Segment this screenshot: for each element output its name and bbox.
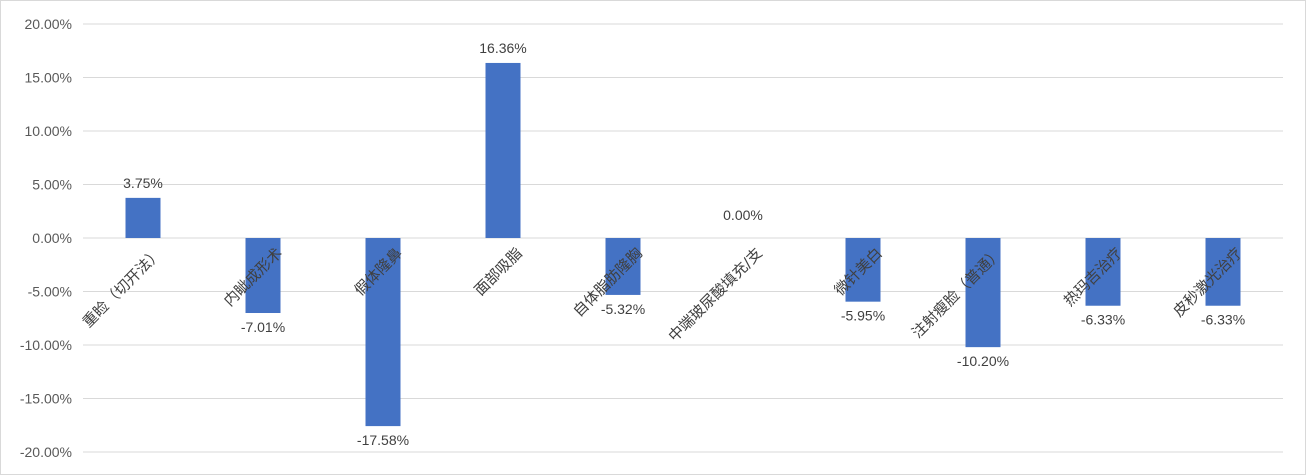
gridlines [83, 23, 1283, 453]
category-label: 重睑（切开法） [79, 244, 166, 331]
bar [605, 238, 641, 295]
y-tick-label: 0.00% [32, 230, 72, 246]
bar [1085, 238, 1121, 306]
category-label: 中端玻尿酸填充/支 [665, 244, 766, 345]
data-label: -6.33% [1201, 312, 1245, 328]
bar [245, 238, 281, 314]
y-tick-label: -15.00% [20, 391, 72, 407]
y-tick-label: 10.00% [25, 123, 72, 139]
bar [1205, 238, 1241, 306]
data-label: 3.75% [123, 175, 163, 191]
data-label: -5.32% [601, 301, 645, 317]
y-tick-label: -20.00% [20, 444, 72, 460]
y-tick-label: -5.00% [28, 284, 72, 300]
bar [365, 238, 401, 427]
y-tick-label: 5.00% [32, 177, 72, 193]
data-label: -5.95% [841, 308, 885, 324]
data-label: -17.58% [357, 432, 409, 448]
bar [845, 238, 881, 302]
y-tick-label: 15.00% [25, 70, 72, 86]
category-label: 面部吸脂 [471, 244, 526, 299]
y-tick-label: -10.00% [20, 337, 72, 353]
data-labels: 3.75% -7.01% -17.58% 16.36% -5.32% 0.00% -5.95… [123, 40, 1245, 448]
y-tick-label: 20.00% [25, 16, 72, 32]
data-label: -6.33% [1081, 312, 1125, 328]
data-label: -10.20% [957, 353, 1009, 369]
data-label: -7.01% [241, 319, 285, 335]
bars [125, 62, 1241, 427]
data-label: 0.00% [723, 207, 763, 223]
y-axis-tick-labels: 20.00% 15.00% 10.00% 5.00% 0.00% -5.00% -10.00… [20, 16, 72, 460]
bar [485, 62, 521, 239]
data-label: 16.36% [479, 40, 526, 56]
bar [125, 197, 161, 238]
bar [965, 238, 1001, 348]
